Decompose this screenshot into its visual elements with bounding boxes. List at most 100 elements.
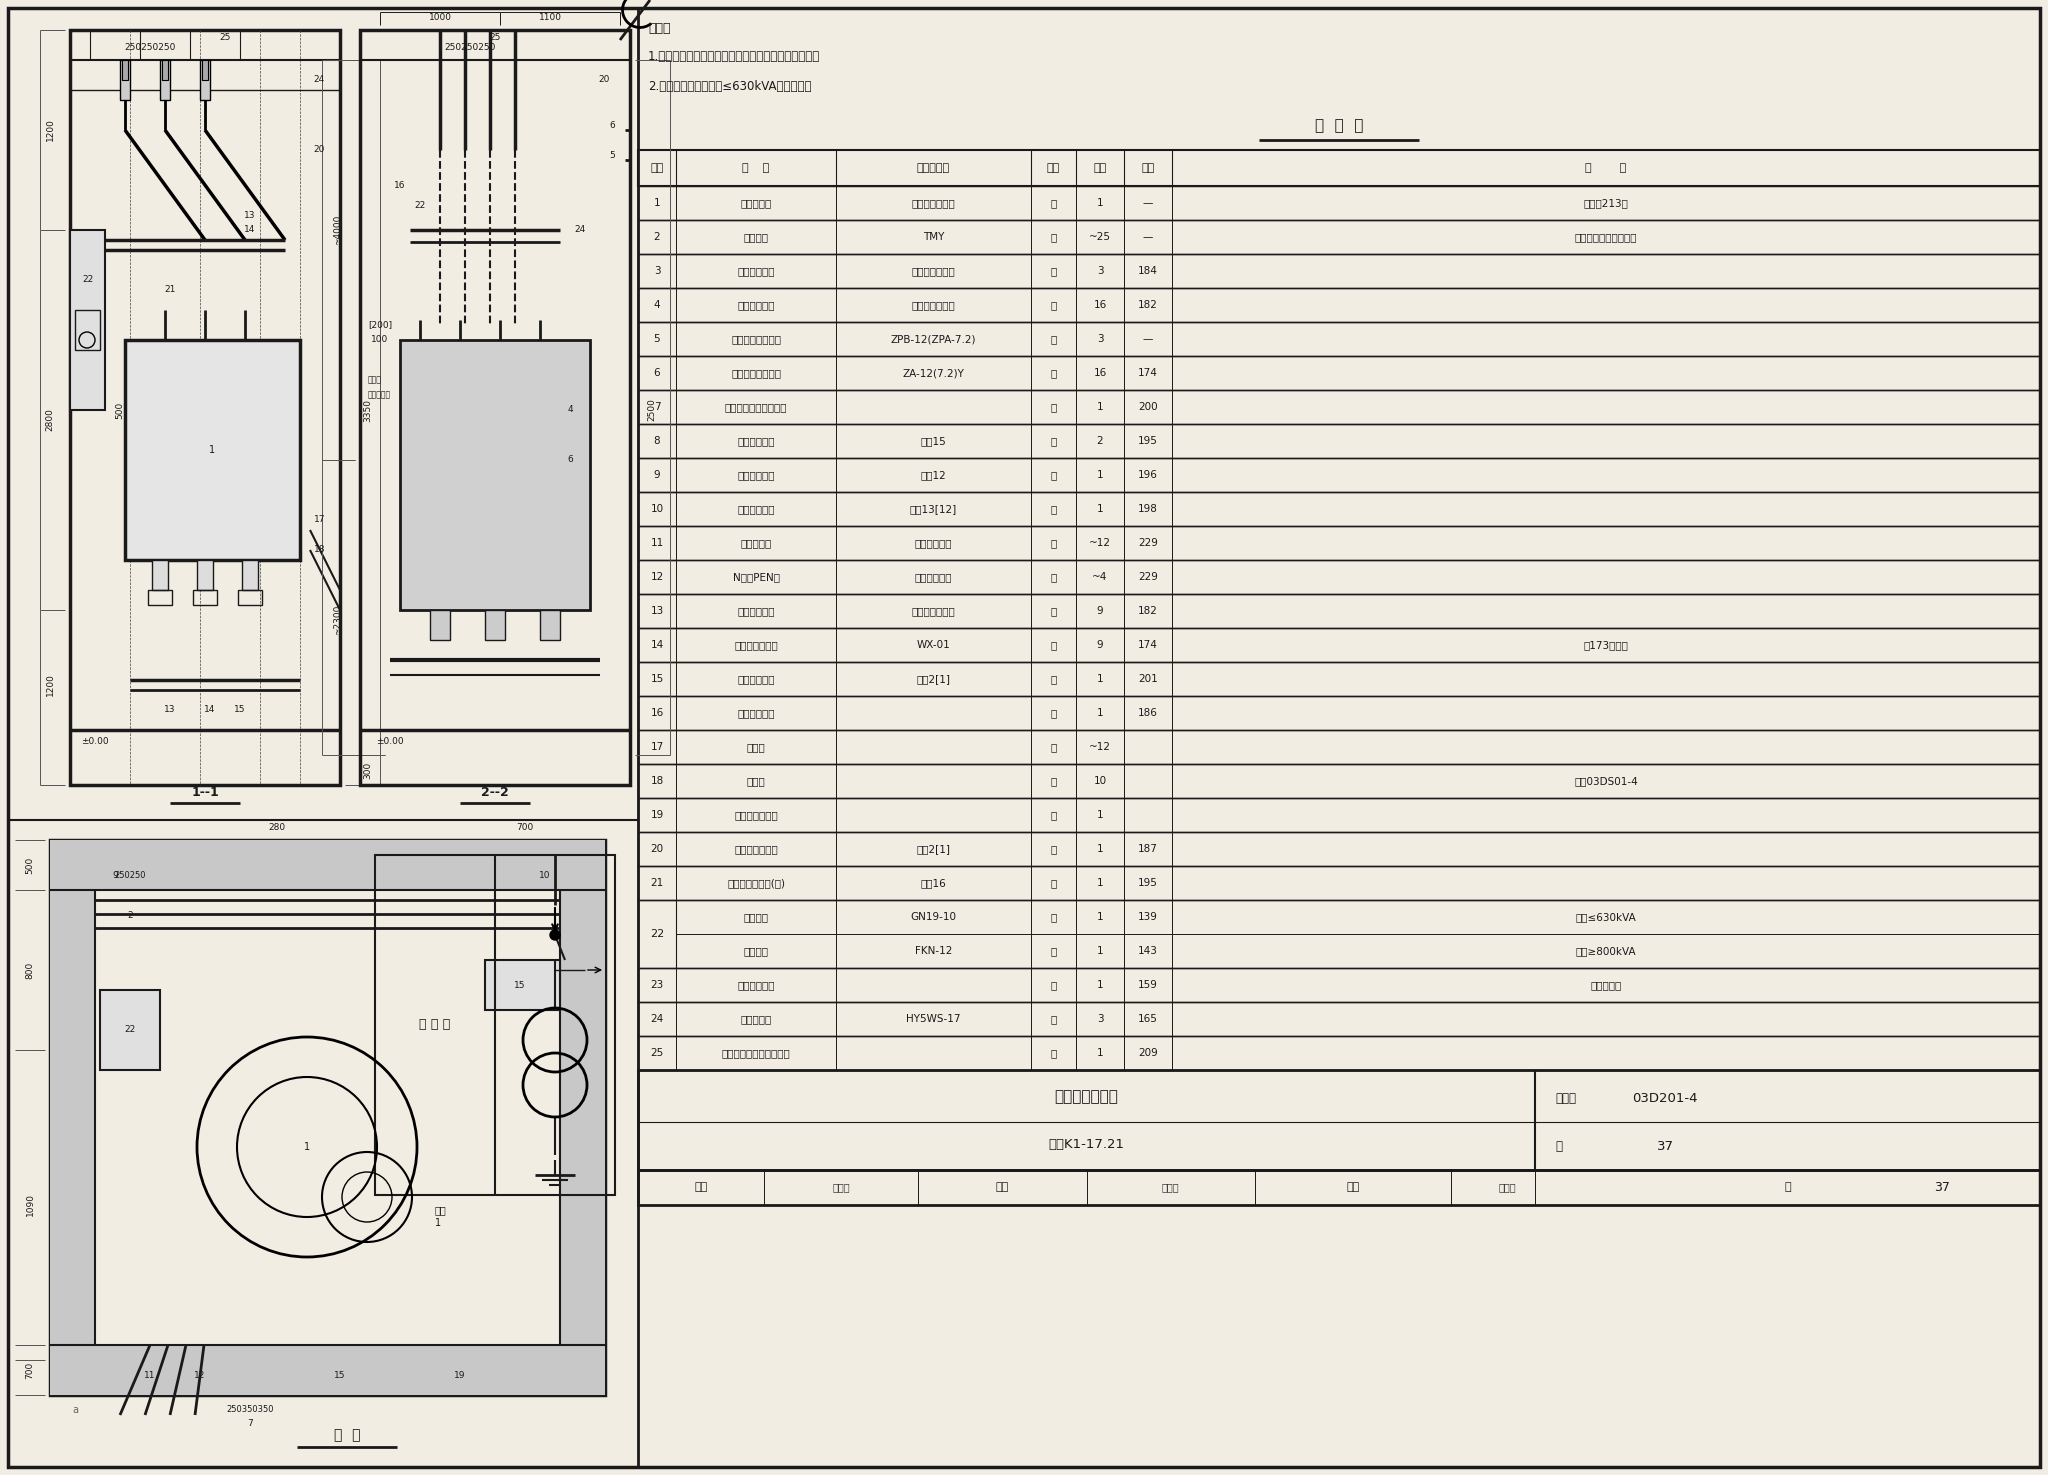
Text: 接地见213页: 接地见213页 [1583, 198, 1628, 208]
Text: 229: 229 [1139, 572, 1157, 583]
Text: 1: 1 [1096, 504, 1104, 513]
Text: 18: 18 [651, 776, 664, 786]
Text: 用于≥800kVA: 用于≥800kVA [1575, 945, 1636, 956]
Bar [639, 628, 2040, 662]
Bar [76, 310, 100, 350]
Text: 25: 25 [489, 34, 500, 43]
Text: 方案K1-17.21: 方案K1-17.21 [1049, 1137, 1124, 1151]
Text: 182: 182 [1139, 606, 1157, 617]
Text: 个: 个 [1051, 945, 1057, 956]
Text: 25: 25 [219, 34, 231, 43]
Text: 按母线截面确定: 按母线截面确定 [911, 299, 954, 310]
Text: 1000: 1000 [428, 13, 451, 22]
Text: 沈姐绝: 沈姐绝 [1499, 1183, 1516, 1192]
Text: FKN-12: FKN-12 [915, 945, 952, 956]
Bar [49, 839, 94, 1395]
Text: 174: 174 [1139, 640, 1157, 650]
Text: 2500: 2500 [647, 398, 657, 422]
Text: 个: 个 [1051, 471, 1057, 479]
Text: 个: 个 [1051, 1013, 1057, 1024]
Text: 37: 37 [1657, 1140, 1673, 1152]
Text: 按母线截面确定: 按母线截面确定 [911, 266, 954, 276]
Text: 名    称: 名 称 [741, 164, 770, 173]
Text: 付: 付 [1051, 266, 1057, 276]
Text: 187: 187 [1139, 844, 1157, 854]
Text: ~4000: ~4000 [334, 215, 342, 245]
Text: 280: 280 [268, 823, 285, 832]
FancyBboxPatch shape [123, 60, 127, 80]
Text: 型式15: 型式15 [922, 437, 946, 445]
Bar [639, 423, 2040, 459]
Bar [70, 30, 340, 785]
Text: 1: 1 [653, 198, 659, 208]
Bar [639, 594, 2040, 628]
Text: 高压母线支架: 高压母线支架 [737, 437, 774, 445]
Text: 明  细  表: 明 细 表 [1315, 118, 1364, 133]
Text: 15: 15 [514, 981, 526, 990]
Text: 套: 套 [1051, 844, 1057, 854]
Text: 个: 个 [1051, 776, 1057, 786]
Text: 6: 6 [608, 121, 614, 130]
Text: 159: 159 [1139, 979, 1157, 990]
Text: 22: 22 [82, 276, 94, 285]
Text: 个: 个 [1051, 810, 1057, 820]
Text: 11: 11 [143, 1370, 156, 1379]
Circle shape [551, 931, 559, 940]
Bar [360, 30, 631, 785]
Text: 付: 付 [1051, 299, 1057, 310]
Text: 1.侧墙上低压母线出线孔的平面位置由工程设计确定。: 1.侧墙上低压母线出线孔的平面位置由工程设计确定。 [647, 50, 821, 63]
Text: 高压母线支架: 高压母线支架 [737, 504, 774, 513]
Text: 冯四六: 冯四六 [1161, 1183, 1180, 1192]
Text: 户外式支柱绝缘子: 户外式支柱绝缘子 [731, 333, 780, 344]
Text: 低压母线桥架: 低压母线桥架 [737, 674, 774, 684]
Text: ~12: ~12 [1090, 742, 1110, 752]
Text: 高低压母线支架(三): 高低压母线支架(三) [727, 878, 784, 888]
Text: 700: 700 [25, 1361, 35, 1379]
Text: 个: 个 [1051, 367, 1057, 378]
Text: 图集号: 图集号 [1554, 1092, 1577, 1105]
Text: 14: 14 [205, 705, 215, 714]
Text: 由工程设计确定: 由工程设计确定 [911, 198, 954, 208]
Text: ~12: ~12 [1090, 538, 1110, 549]
Text: 1: 1 [1096, 844, 1104, 854]
Text: 16: 16 [1094, 367, 1106, 378]
Text: 参见03DS01-4: 参见03DS01-4 [1575, 776, 1638, 786]
Text: 3: 3 [1096, 333, 1104, 344]
Text: 250250250: 250250250 [444, 43, 496, 53]
Text: 台: 台 [1051, 912, 1057, 922]
Text: 17: 17 [651, 742, 664, 752]
Text: 个: 个 [1051, 640, 1057, 650]
Bar [49, 1345, 604, 1395]
Text: 10: 10 [651, 504, 664, 513]
Bar [375, 855, 614, 1195]
Text: 23: 23 [651, 979, 664, 990]
Text: 37: 37 [1933, 1181, 1950, 1193]
Text: 个: 个 [1051, 504, 1057, 513]
Text: 高压母线夹具: 高压母线夹具 [737, 299, 774, 310]
Text: 低压母线穿墙板: 低压母线穿墙板 [733, 844, 778, 854]
Text: 7: 7 [248, 1419, 252, 1428]
Text: 型式16: 型式16 [922, 878, 946, 888]
Bar [430, 611, 451, 640]
Text: 高压避雷器: 高压避雷器 [741, 1013, 772, 1024]
Text: 03D201-4: 03D201-4 [1632, 1092, 1698, 1105]
Text: 1: 1 [1096, 945, 1104, 956]
Text: 见附录（四）: 见附录（四） [915, 538, 952, 549]
Text: 1: 1 [1096, 810, 1104, 820]
Bar [639, 254, 2040, 288]
Bar [639, 764, 2040, 798]
Bar [100, 990, 160, 1069]
Text: 台: 台 [1051, 198, 1057, 208]
Text: 14: 14 [651, 640, 664, 650]
Text: 13: 13 [651, 606, 664, 617]
Text: 1: 1 [1096, 403, 1104, 412]
Text: 4: 4 [653, 299, 659, 310]
Text: 250250250: 250250250 [125, 43, 176, 53]
Bar [639, 832, 2040, 866]
Text: 9: 9 [1096, 606, 1104, 617]
Text: 16: 16 [1094, 299, 1106, 310]
Text: 22: 22 [649, 929, 664, 940]
Text: 1: 1 [1096, 198, 1104, 208]
Text: 主 接 线: 主 接 线 [420, 1019, 451, 1031]
Text: 186: 186 [1139, 708, 1157, 718]
